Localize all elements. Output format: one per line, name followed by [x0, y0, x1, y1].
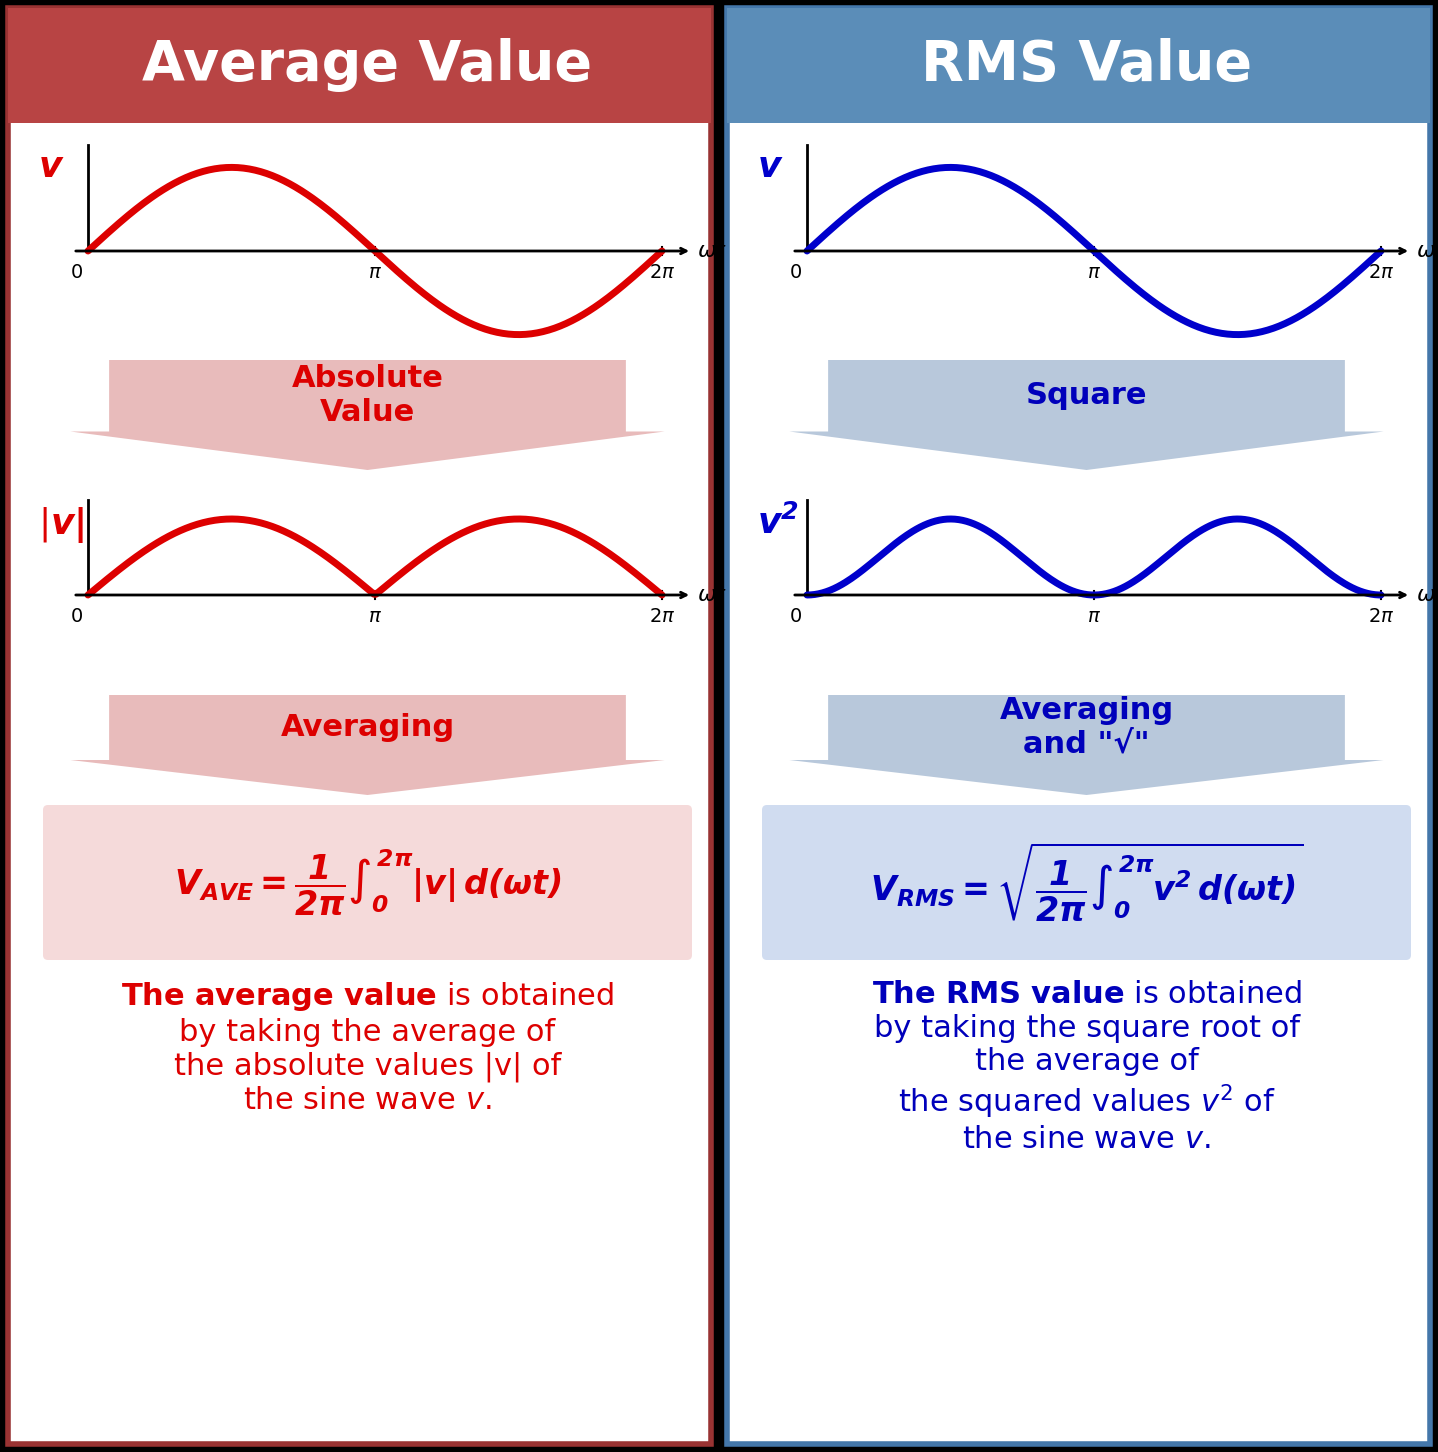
Text: $2\pi$: $2\pi$: [649, 607, 676, 626]
FancyBboxPatch shape: [728, 9, 1429, 1443]
Text: 0: 0: [70, 263, 83, 282]
Text: $2\pi$: $2\pi$: [1368, 263, 1395, 282]
Text: $\bfit{V_{RMS} = \sqrt{\dfrac{1}{2\pi}\int_0^{2\pi} v^2\,d(\omega t)}}$: $\bfit{V_{RMS} = \sqrt{\dfrac{1}{2\pi}\i…: [870, 841, 1303, 923]
Text: 0: 0: [789, 607, 802, 626]
FancyBboxPatch shape: [43, 804, 692, 960]
Text: $\pi$: $\pi$: [1087, 263, 1102, 282]
Polygon shape: [70, 696, 664, 796]
Text: $\bf{The\ average\ value}$ is obtained
by taking the average of
the absolute val: $\bf{The\ average\ value}$ is obtained b…: [121, 980, 614, 1115]
Text: 0: 0: [789, 263, 802, 282]
Text: $\bfit{v}$: $\bfit{v}$: [37, 150, 65, 184]
Text: $|\bfit{v}|$: $|\bfit{v}|$: [37, 505, 85, 544]
Text: Average Value: Average Value: [142, 39, 592, 93]
Text: $\bfit{v}$: $\bfit{v}$: [756, 150, 784, 184]
FancyBboxPatch shape: [728, 9, 1429, 123]
Text: 0: 0: [70, 607, 83, 626]
Polygon shape: [789, 360, 1383, 470]
Text: Square: Square: [1025, 382, 1148, 411]
Text: $\pi$: $\pi$: [368, 607, 383, 626]
Text: $\omega t$: $\omega t$: [697, 585, 728, 605]
Text: $2\pi$: $2\pi$: [649, 263, 676, 282]
Text: $\bfit{V_{AVE} = \dfrac{1}{2\pi}\int_0^{2\pi} |v|\,d(\omega t)}$: $\bfit{V_{AVE} = \dfrac{1}{2\pi}\int_0^{…: [174, 848, 561, 918]
FancyBboxPatch shape: [9, 9, 710, 123]
Text: $\omega t$: $\omega t$: [1416, 241, 1438, 261]
Text: $\bf{The\ RMS\ value}$ is obtained
by taking the square root of
the average of
t: $\bf{The\ RMS\ value}$ is obtained by ta…: [871, 980, 1301, 1154]
Text: $\omega t$: $\omega t$: [697, 241, 728, 261]
Text: RMS Value: RMS Value: [920, 39, 1252, 93]
Text: Averaging: Averaging: [280, 713, 454, 742]
FancyBboxPatch shape: [762, 804, 1411, 960]
Text: $\pi$: $\pi$: [368, 263, 383, 282]
FancyBboxPatch shape: [9, 9, 710, 1443]
Text: $\pi$: $\pi$: [1087, 607, 1102, 626]
Text: Absolute
Value: Absolute Value: [292, 364, 443, 427]
Polygon shape: [789, 696, 1383, 796]
Polygon shape: [70, 360, 664, 470]
Text: $\omega t$: $\omega t$: [1416, 585, 1438, 605]
Text: $\bfit{v^2}$: $\bfit{v^2}$: [756, 505, 800, 542]
Text: $2\pi$: $2\pi$: [1368, 607, 1395, 626]
Text: Averaging
and "√": Averaging and "√": [999, 696, 1173, 759]
